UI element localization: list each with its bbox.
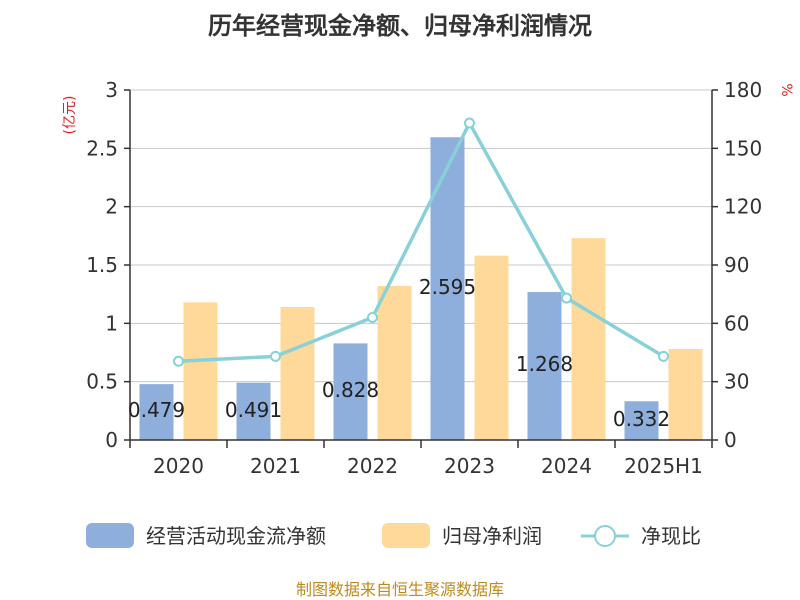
x-axis-tick-label: 2021 (250, 454, 301, 478)
grid-lines (130, 89, 712, 383)
ratio-point (658, 350, 669, 362)
bar-cash-flow (527, 292, 562, 440)
data-source-note: 制图数据来自恒生聚源数据库 (296, 580, 504, 599)
ratio-point (270, 350, 281, 362)
right-axis-tick-label: 180 (724, 78, 762, 102)
right-axis-tick-label: 60 (724, 311, 749, 335)
legend-label-cash-flow: 经营活动现金流净额 (146, 524, 326, 548)
data-label-cash-flow: 1.268 (516, 352, 573, 376)
legend-label-ratio: 净现比 (641, 524, 701, 548)
bar-net-profit (280, 307, 315, 440)
bar-cash-flow (333, 343, 368, 440)
left-axis-tick-label: 1 (105, 311, 118, 335)
ratio-line-path (178, 121, 665, 363)
data-label-cash-flow: 0.491 (225, 398, 282, 422)
right-axis-tick-label: 30 (724, 370, 749, 394)
data-labels: 0.479 0.491 0.828 2.595 1.268 0.332 (128, 275, 670, 431)
data-label-cash-flow: 0.828 (322, 378, 379, 402)
legend-swatch-net-profit (382, 523, 430, 548)
legend-swatch-cash-flow (86, 523, 134, 548)
bar-net-profit (183, 302, 218, 440)
left-axis-tick-label: 2 (105, 195, 118, 219)
ratio-point (561, 292, 572, 304)
x-axis-tick-label: 2023 (444, 454, 495, 478)
x-axis-tick-label: 2022 (347, 454, 398, 478)
ratio-line (173, 117, 669, 367)
right-axis-tick-label: 0 (724, 428, 737, 452)
left-axis-tick-label: 2.5 (86, 136, 118, 160)
data-label-cash-flow: 0.332 (613, 407, 670, 431)
bar-net-profit (474, 255, 509, 440)
bar-net-profit (668, 349, 703, 440)
bar-cash-flow (624, 401, 659, 440)
data-label-cash-flow: 0.479 (128, 398, 185, 422)
legend: 经营活动现金流净额 归母净利润 净现比 (86, 523, 701, 548)
right-axis-unit: % (778, 83, 794, 96)
left-axis-tick-label: 3 (105, 78, 118, 102)
legend-marker-ratio (594, 525, 616, 547)
right-axis-tick-label: 90 (724, 253, 749, 277)
bar-net-profit (377, 286, 412, 440)
right-axis-tick-label: 150 (724, 136, 762, 160)
bars (139, 137, 703, 440)
data-label-cash-flow: 2.595 (419, 275, 476, 299)
bar-net-profit (571, 238, 606, 440)
x-axis-tick-label: 2020 (153, 454, 204, 478)
left-axis-tick-label: 0 (105, 428, 118, 452)
bar-cash-flow (236, 382, 271, 440)
x-axis-tick-label: 2024 (541, 454, 592, 478)
x-axis-tick-label: 2025H1 (624, 454, 703, 478)
left-axis-tick-label: 1.5 (86, 253, 118, 277)
ratio-point (464, 117, 475, 129)
ratio-point (173, 355, 184, 367)
legend-label-net-profit: 归母净利润 (442, 524, 542, 548)
ratio-point (367, 312, 378, 323)
right-axis-tick-label: 120 (724, 195, 762, 219)
bar-cash-flow (139, 384, 174, 440)
chart-title: 历年经营现金净额、归母净利润情况 (208, 12, 592, 40)
left-axis-unit: (亿元) (62, 96, 78, 135)
left-axis-tick-label: 0.5 (86, 370, 118, 394)
